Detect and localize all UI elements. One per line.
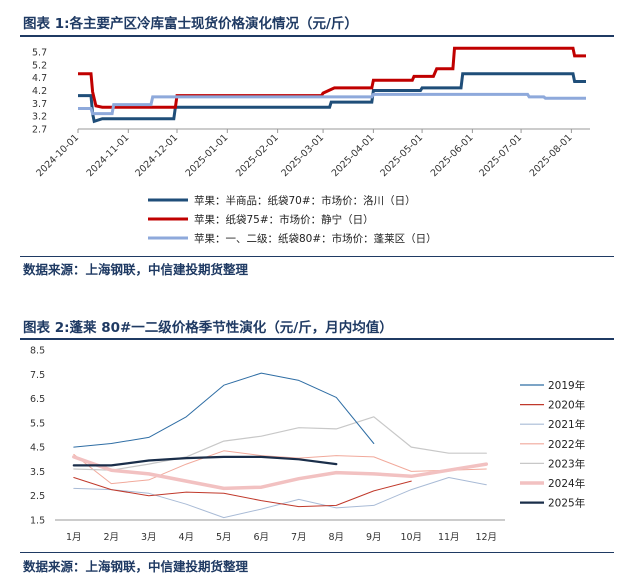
x-tick-label: 2025-03-01: [279, 132, 326, 179]
x-tick-label: 2月: [103, 532, 119, 543]
x-tick-label: 1月: [66, 532, 82, 543]
y-tick-label: 8.5: [30, 346, 45, 357]
y-tick-label: 3.5: [30, 467, 45, 478]
series-line-2023年: [73, 416, 487, 471]
y-tick-label: 4.5: [30, 443, 45, 454]
x-tick-label: 5月: [216, 532, 232, 543]
x-tick-label: 2025-05-01: [378, 132, 425, 179]
x-tick-label: 9月: [366, 532, 382, 543]
y-tick-label: 3.7: [32, 99, 47, 110]
y-tick-label: 6.5: [30, 394, 45, 405]
figure1-bottom-rule: [20, 256, 614, 257]
y-tick-label: 3.2: [32, 112, 47, 123]
series-line-2024年: [72, 455, 489, 491]
y-tick-label: 2.5: [30, 491, 45, 502]
y-tick-label: 5.7: [32, 48, 47, 59]
figure2-source: 数据来源：上海钢联，中信建投期货整理: [23, 559, 249, 574]
figure2-title-rule: [20, 338, 614, 340]
x-tick-label: 2025-02-01: [234, 132, 281, 179]
x-tick-label: 2024-10-01: [34, 132, 81, 179]
legend-label-5: 2024年: [548, 477, 585, 490]
series-line-2020年: [73, 477, 412, 508]
x-tick-label: 7月: [291, 532, 307, 543]
legend-label-2: 2021年: [548, 418, 585, 431]
y-tick-label: 4.7: [32, 73, 47, 84]
series-line-2022年: [73, 450, 487, 485]
legend-label-2: 苹果：一、二级：纸袋80#：市场价：蓬莱区（日）: [194, 232, 437, 245]
figure1-source: 数据来源：上海钢联，中信建投期货整理: [23, 262, 249, 277]
figure1-title-rule: [20, 35, 614, 37]
legend-label-0: 苹果：半商品：纸袋70#：市场价：洛川（日）: [194, 194, 416, 207]
figure1-chart: 2.7 3.2 3.7 4.2 4.7 5.25.7 2024-10-01 2024-11-0…: [32, 46, 590, 245]
y-tick-label: 7.5: [30, 370, 45, 381]
x-tick-label: 2025-01-01: [184, 132, 231, 179]
figure2-title: 图表 2:蓬莱 80#一二级价格季节性演化（元/斤，月内均值）: [23, 320, 393, 336]
x-tick-label: 12月: [475, 532, 497, 543]
legend-label-6: 2025年: [548, 497, 585, 510]
legend-label-3: 2022年: [548, 438, 585, 451]
x-tick-label: 8月: [328, 532, 344, 543]
x-tick-label: 2025-06-01: [429, 132, 476, 179]
x-tick-label: 2025-08-01: [528, 132, 575, 179]
series-line-2019年: [73, 372, 375, 448]
x-tick-label: 2025-04-01: [330, 132, 377, 179]
series-line-2025年: [72, 455, 338, 467]
x-tick-label: 2024-12-01: [133, 132, 180, 179]
y-tick-label: 4.2: [32, 86, 47, 97]
x-tick-label: 6月: [253, 532, 269, 543]
y-tick-label: 2.7: [32, 125, 47, 136]
y-tick-label: 1.5: [30, 516, 45, 527]
figure1-title: 图表 1:各主要产区冷库富士现货价格演化情况（元/斤）: [23, 16, 358, 32]
series-line-2: [78, 92, 586, 116]
x-tick-label: 10月: [400, 532, 422, 543]
series-line-0: [78, 72, 586, 124]
legend-label-4: 2023年: [548, 457, 585, 470]
x-tick-label: 3月: [141, 532, 157, 543]
legend-label-0: 2019年: [548, 379, 585, 392]
figure2-bottom-rule: [20, 552, 614, 553]
x-tick-label: 4月: [178, 532, 194, 543]
y-tick-label: 5.2: [32, 60, 47, 71]
legend-label-1: 苹果：纸袋75#：市场价：静宁（日）: [194, 213, 374, 226]
series-line-1: [78, 46, 586, 109]
y-tick-label: 5.5: [30, 418, 45, 429]
x-tick-label: 2025-07-01: [477, 132, 524, 179]
legend-label-1: 2020年: [548, 399, 585, 412]
series-line-2021年: [73, 477, 487, 519]
figure2-chart: 1.5 2.5 3.5 4.5 5.5 6.5 7.5 8.5 1月 2月 3月 4月 5月 6月 7月 8月…: [30, 346, 585, 544]
x-tick-label: 11月: [438, 532, 460, 543]
x-tick-label: 2024-11-01: [85, 132, 132, 179]
